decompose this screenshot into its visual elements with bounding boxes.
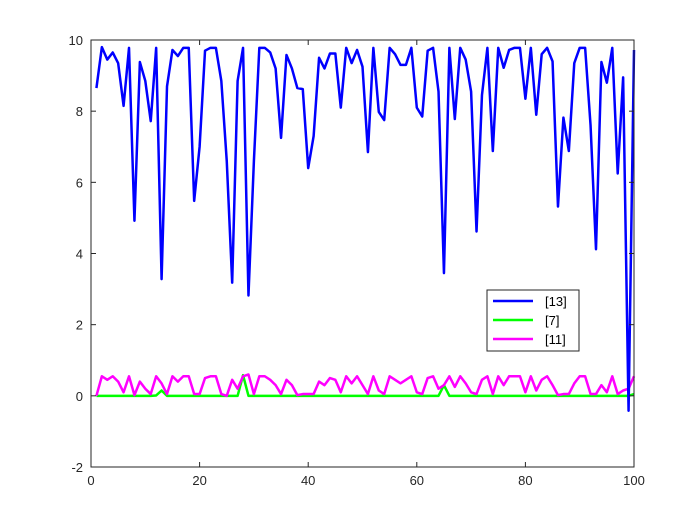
x-tick-label: 40 bbox=[301, 473, 315, 488]
x-tick-label: 100 bbox=[623, 473, 645, 488]
legend-label-0: [13] bbox=[545, 294, 567, 309]
x-tick-label: 20 bbox=[192, 473, 206, 488]
series-lines bbox=[95, 45, 636, 413]
plot-area-frame bbox=[90, 39, 635, 468]
y-tick-label: 6 bbox=[76, 175, 83, 190]
y-tick-label: -2 bbox=[71, 460, 83, 475]
legend-label-1: [7] bbox=[545, 313, 559, 328]
x-tick-label: 60 bbox=[410, 473, 424, 488]
y-tick-label: 4 bbox=[76, 247, 83, 262]
x-tick-label: 0 bbox=[87, 473, 94, 488]
y-tick-label: 2 bbox=[76, 318, 83, 333]
legend-label-2: [11] bbox=[545, 332, 566, 347]
y-tick-label: 0 bbox=[76, 389, 83, 404]
legend: [13] [7] [11] bbox=[486, 289, 580, 352]
series-line-1 bbox=[96, 373, 635, 398]
axis-ticks: 0 20 40 60 80 100 -2 0 2 4 6 8 10 bbox=[69, 33, 645, 488]
x-tick-label: 80 bbox=[518, 473, 532, 488]
series-line-2 bbox=[95, 373, 636, 398]
series-line-0 bbox=[95, 45, 636, 413]
y-tick-label: 10 bbox=[69, 33, 83, 48]
y-tick-label: 8 bbox=[76, 104, 83, 119]
